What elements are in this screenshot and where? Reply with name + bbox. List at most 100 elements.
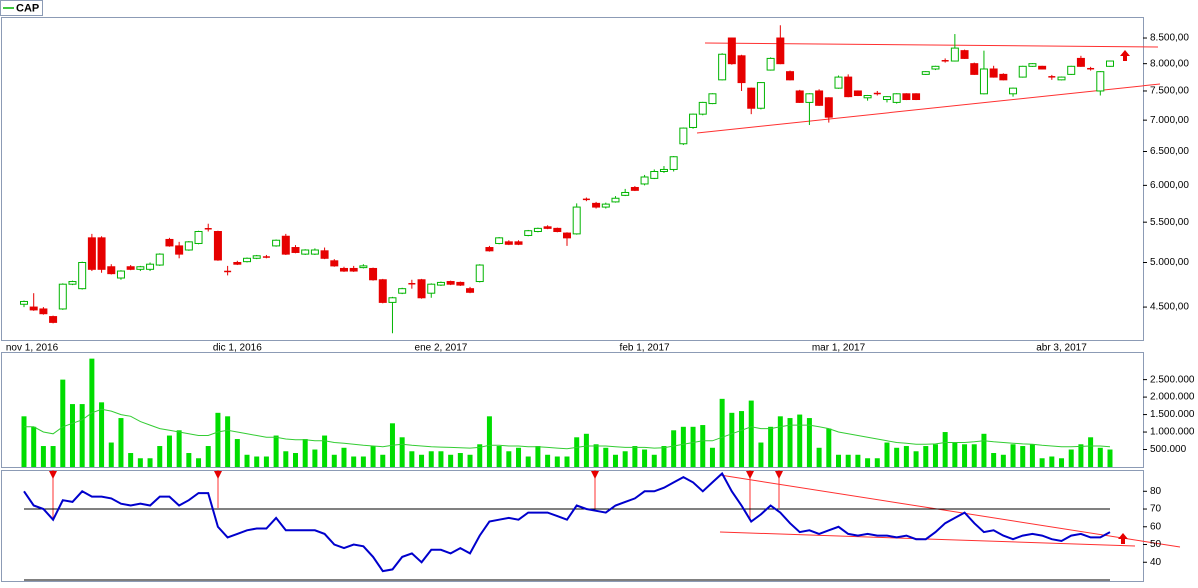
trend-lines — [52, 42, 1181, 548]
volume-bar — [137, 458, 143, 467]
volume-bar — [1010, 444, 1016, 467]
candle-body — [369, 267, 378, 281]
volume-bar — [545, 454, 551, 467]
volume-bar — [651, 454, 657, 467]
candle-body — [533, 227, 542, 233]
candle-body — [795, 90, 804, 103]
y-tick-label: 60 — [1150, 521, 1162, 532]
candle-body — [1067, 65, 1076, 75]
volume-bar — [981, 433, 987, 467]
volume-bar — [962, 444, 968, 467]
volume-bar — [680, 426, 686, 467]
candle-body — [107, 266, 116, 275]
volume-bar — [409, 451, 415, 467]
signal-marker — [591, 471, 599, 479]
candle-body — [524, 230, 533, 236]
volume-bar — [768, 426, 774, 467]
volume-bar — [428, 451, 434, 467]
y-tick-label: 7.000,00 — [1150, 115, 1189, 126]
candle-body — [553, 227, 562, 233]
volume-bar — [583, 433, 589, 467]
candle-body — [892, 93, 901, 103]
volume-bar — [244, 454, 250, 467]
volume-bar — [574, 437, 580, 467]
candle-body — [834, 76, 843, 89]
volume-bar — [1068, 449, 1074, 467]
volume-bar — [370, 446, 376, 467]
volume-bar — [923, 446, 929, 467]
candle-body — [679, 127, 688, 145]
volume-bar — [312, 449, 318, 467]
candle-body — [931, 65, 940, 70]
y-tick-label: 2.500.000 — [1150, 374, 1195, 385]
candle-body — [165, 238, 174, 247]
candle-body — [320, 250, 329, 259]
candle-body — [786, 71, 795, 81]
volume-bar — [234, 439, 240, 467]
candle-body — [747, 87, 756, 109]
candle-body — [863, 95, 872, 99]
volume-bar — [351, 456, 357, 467]
candle-body — [669, 156, 678, 170]
candle-body — [330, 260, 339, 267]
rsi-line — [23, 471, 1111, 573]
volume-bar — [1059, 458, 1065, 467]
candle-body — [824, 97, 833, 118]
x-tick-label: nov 1, 2016 — [6, 343, 59, 354]
candle-body — [252, 255, 261, 259]
candle-body — [979, 68, 988, 95]
volume-pane — [1, 352, 1144, 468]
volume-bar — [1000, 454, 1006, 467]
volume-bar — [787, 418, 793, 467]
volume-bar — [516, 447, 522, 467]
volume-bar — [991, 453, 997, 467]
y-tick-label: 70 — [1150, 504, 1162, 515]
volume-bar — [797, 414, 803, 467]
volume-bar — [632, 446, 638, 467]
candle-body — [592, 202, 601, 208]
candle-body — [272, 239, 281, 247]
volume-bar — [166, 435, 172, 467]
candle-body — [776, 37, 785, 65]
signal-markers — [49, 50, 1130, 544]
volume-bar — [836, 454, 841, 467]
volume-bar — [225, 416, 231, 467]
candle-body — [601, 203, 610, 208]
candle-body — [1076, 57, 1085, 67]
volume-bar — [457, 453, 463, 467]
volume-bar — [186, 453, 192, 467]
y-tick-label: 40 — [1150, 557, 1162, 568]
candle-body — [466, 288, 475, 293]
volume-bar — [380, 454, 386, 467]
volume-bar — [894, 447, 900, 467]
volume-bar — [69, 404, 75, 467]
candle-body — [1009, 87, 1018, 95]
volume-bar — [60, 379, 66, 467]
volume-bar — [1020, 446, 1026, 467]
volume-bar — [448, 454, 454, 467]
candle-body — [20, 300, 28, 305]
candle-body — [310, 249, 319, 255]
candle-body — [766, 57, 775, 71]
volume-bar — [419, 454, 425, 467]
volume-bar — [661, 446, 667, 467]
candle-body — [291, 247, 300, 253]
candle-body — [339, 267, 348, 272]
candle-body — [630, 186, 639, 191]
volume-bar — [1049, 456, 1055, 467]
volume-bar — [293, 453, 298, 467]
volume-bar — [942, 432, 948, 467]
candle-body — [718, 53, 727, 81]
candle-body — [621, 191, 630, 196]
signal-marker — [746, 471, 754, 479]
candle-body — [58, 283, 67, 310]
candle-body — [243, 257, 252, 263]
y-tick-label: 6.000,00 — [1150, 180, 1189, 191]
x-tick-label: mar 1, 2017 — [812, 343, 866, 354]
candle-body — [446, 281, 455, 285]
volume-bar — [1078, 444, 1084, 467]
trend-line — [696, 83, 1161, 134]
volume-bar — [729, 412, 735, 467]
volume-bar — [874, 458, 880, 467]
